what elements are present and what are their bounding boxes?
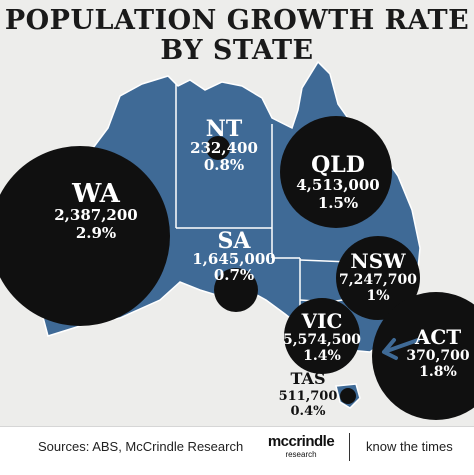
nt-name: NT <box>206 116 243 142</box>
vic-population: 5,574,500 <box>283 332 361 348</box>
sources-text: Sources: ABS, McCrindle Research <box>38 439 244 454</box>
act-bubble <box>372 292 474 420</box>
nt-population: 232,400 <box>190 139 258 157</box>
title-line-1: POPULATION GROWTH RATE <box>4 5 470 36</box>
sa-name: SA <box>218 228 252 254</box>
brand-sub: research <box>285 450 317 459</box>
mccrindle-logo: mccrindle research <box>262 433 340 459</box>
nsw-bubble <box>336 236 420 320</box>
wa-name: WA <box>71 179 121 209</box>
tagline-text: know the times <box>366 439 453 454</box>
tas-name: TAS <box>291 369 326 388</box>
nsw-growth: 1% <box>366 288 389 304</box>
nt-bubble <box>206 136 230 160</box>
nt-growth: 0.8% <box>204 156 244 174</box>
vic-growth: 1.4% <box>303 348 341 364</box>
sa-growth: 0.7% <box>214 266 254 284</box>
vic-name: VIC <box>301 309 343 333</box>
nsw-population: 7,247,700 <box>339 272 417 288</box>
nsw-name: NSW <box>350 249 406 273</box>
tas-bubble <box>340 388 356 404</box>
wa-growth: 2.9% <box>76 224 116 242</box>
sa-bubble <box>214 268 258 312</box>
sa-population: 1,645,000 <box>192 250 276 268</box>
wa-bubble <box>0 146 170 326</box>
footer-divider <box>349 433 350 461</box>
vic-bubble <box>284 298 360 374</box>
australia-map: NT 232,400 0.8% QLD 4,513,000 1.5% WA 2,… <box>0 60 474 420</box>
act-arrow-icon <box>382 338 420 360</box>
footer: Sources: ABS, McCrindle Research mccrind… <box>0 426 474 475</box>
qld-name: QLD <box>311 152 365 178</box>
qld-growth: 1.5% <box>318 194 358 212</box>
qld-bubble <box>280 116 392 228</box>
tas-population: 511,700 <box>279 389 338 404</box>
qld-population: 4,513,000 <box>296 176 380 194</box>
act-population: 370,700 <box>406 348 470 364</box>
title-line-2: BY STATE <box>160 35 314 66</box>
tas-growth: 0.4% <box>291 404 327 419</box>
brand-name: mccrindle <box>267 433 335 450</box>
act-growth: 1.8% <box>419 364 457 380</box>
wa-population: 2,387,200 <box>54 206 138 224</box>
act-name: ACT <box>414 325 461 349</box>
page-title: POPULATION GROWTH RATE BY STATE <box>0 6 474 66</box>
